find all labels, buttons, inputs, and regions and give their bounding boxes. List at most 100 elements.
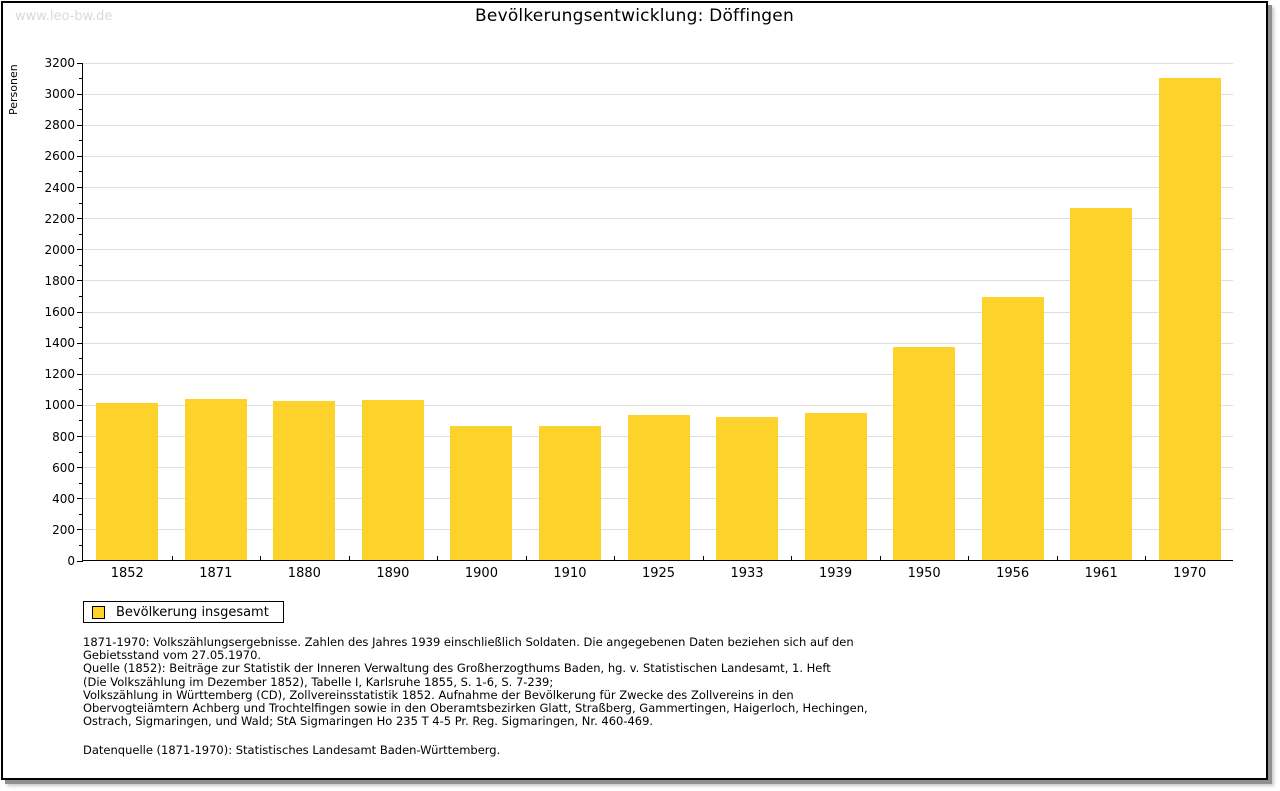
- y-axis-minor-tick: [79, 451, 83, 453]
- y-axis-label: 800: [52, 429, 75, 444]
- gridline: [83, 62, 1233, 64]
- y-axis-minor-tick: [79, 109, 83, 111]
- x-axis-tick: [791, 556, 793, 560]
- y-axis-tick: [77, 187, 83, 188]
- y-axis-minor-tick: [79, 233, 83, 235]
- y-axis-minor-tick: [79, 202, 83, 204]
- bar: [804, 412, 867, 560]
- gridline: [83, 373, 1233, 375]
- y-axis-minor-tick: [79, 327, 83, 329]
- bar: [184, 398, 247, 560]
- x-axis-label: 1925: [641, 566, 676, 581]
- y-axis-minor-tick: [79, 295, 83, 297]
- y-axis-minor-tick: [79, 482, 83, 484]
- y-axis-minor-tick: [79, 358, 83, 360]
- y-axis-minor-tick: [79, 389, 83, 391]
- y-axis-tick: [77, 436, 83, 437]
- y-axis-tick: [77, 560, 83, 562]
- y-axis-tick: [77, 124, 83, 126]
- chart-card: www.leo-bw.de Bevölkerungsentwicklung: D…: [1, 1, 1268, 780]
- bar: [1070, 208, 1133, 560]
- x-axis-label: 1900: [464, 566, 498, 581]
- gridline: [83, 187, 1233, 188]
- footnote-line: Obervogteiämtern Achberg und Trochtelfin…: [83, 701, 868, 716]
- gridline: [83, 218, 1233, 220]
- gridline: [83, 124, 1233, 126]
- y-axis-tick: [77, 467, 83, 469]
- chart-title: Bevölkerungsentwicklung: Döffingen: [475, 6, 794, 26]
- y-axis-minor-tick: [79, 264, 83, 266]
- y-axis-tick: [77, 280, 83, 282]
- y-axis-label: 2200: [44, 211, 75, 226]
- x-axis-label: 1933: [730, 566, 764, 581]
- y-axis-label: 0: [67, 554, 75, 568]
- y-axis-tick: [77, 155, 83, 157]
- footnote-line: Volkszählung in Württemberg (CD), Zollve…: [83, 687, 794, 702]
- x-axis-tick: [879, 556, 881, 560]
- gridline: [83, 311, 1233, 313]
- x-axis-label: 1950: [907, 566, 941, 581]
- y-axis-label: 2400: [44, 180, 75, 195]
- y-axis-label: 1000: [44, 398, 75, 413]
- y-axis-tick: [77, 62, 83, 64]
- y-axis-tick: [77, 93, 83, 95]
- y-axis-tick: [77, 342, 83, 344]
- x-axis-label: 1970: [1173, 566, 1207, 581]
- footnote-line: Ostrach, Sigmaringen, und Wald; StA Sigm…: [83, 714, 654, 729]
- bar: [538, 426, 601, 560]
- y-axis-minor-tick: [79, 513, 83, 515]
- footnote-line: Quelle (1852): Beiträge zur Statistik de…: [83, 661, 831, 676]
- x-axis-label: 1852: [110, 566, 144, 581]
- watermark: www.leo-bw.de: [15, 9, 113, 24]
- x-axis-tick: [437, 556, 439, 560]
- x-axis-tick: [1056, 556, 1058, 560]
- datasource-note: Datenquelle (1871-1970): Statistisches L…: [83, 743, 501, 757]
- plot-area: 0 200 400 600 800 1000 1200 1400 1600 1800 2000 220…: [44, 56, 1233, 581]
- footnote-line: 1871-1970: Volkszählungsergebnisse. Zahl…: [83, 635, 854, 649]
- bar: [273, 401, 336, 560]
- bar: [893, 346, 956, 560]
- x-axis-label: 1956: [996, 566, 1030, 581]
- gridline: [83, 155, 1233, 157]
- bar: [716, 416, 779, 560]
- x-axis-tick: [171, 556, 173, 560]
- y-axis-label: 1800: [44, 273, 75, 288]
- x-axis-tick: [702, 556, 704, 560]
- y-axis-minor-tick: [79, 78, 83, 80]
- y-axis-tick: [77, 218, 83, 220]
- x-axis-label: 1871: [199, 566, 233, 581]
- footnote-line: (Die Volkszählung im Dezember 1852), Tab…: [83, 674, 554, 689]
- x-axis-label: 1910: [553, 566, 587, 581]
- bar: [361, 400, 424, 560]
- legend: Bevölkerung insgesamt: [83, 601, 284, 623]
- y-axis-label: 600: [52, 460, 75, 475]
- y-axis-label: 2600: [44, 149, 75, 164]
- gridline: [83, 93, 1233, 95]
- x-axis-tick: [348, 556, 350, 560]
- y-axis-label: 2800: [44, 118, 75, 133]
- y-axis-label: 3000: [44, 87, 75, 102]
- x-axis-label: 1939: [819, 566, 853, 581]
- y-axis-tick: [77, 404, 83, 406]
- x-axis-tick: [260, 556, 262, 560]
- y-axis-label: 1600: [44, 305, 75, 319]
- x-axis-label: 1880: [287, 566, 321, 581]
- y-axis-label: 200: [52, 522, 75, 537]
- x-axis-tick: [614, 556, 616, 560]
- gridline: [83, 280, 1233, 282]
- legend-swatch-icon: [92, 605, 105, 619]
- y-axis-tick: [77, 311, 83, 313]
- y-axis-minor-tick: [79, 544, 83, 546]
- bar: [450, 426, 513, 560]
- y-axis-label: 1200: [44, 367, 75, 382]
- y-axis-label: 2000: [44, 242, 75, 257]
- y-axis-label: 400: [52, 491, 75, 506]
- gridline: [83, 249, 1233, 251]
- bar: [981, 297, 1044, 560]
- legend-label: Bevölkerung insgesamt: [116, 604, 269, 620]
- y-axis-minor-tick: [79, 420, 83, 422]
- y-axis-label: 1400: [44, 336, 75, 351]
- bar: [1158, 78, 1221, 560]
- y-axis-tick: [77, 373, 83, 375]
- x-axis-tick: [525, 556, 527, 560]
